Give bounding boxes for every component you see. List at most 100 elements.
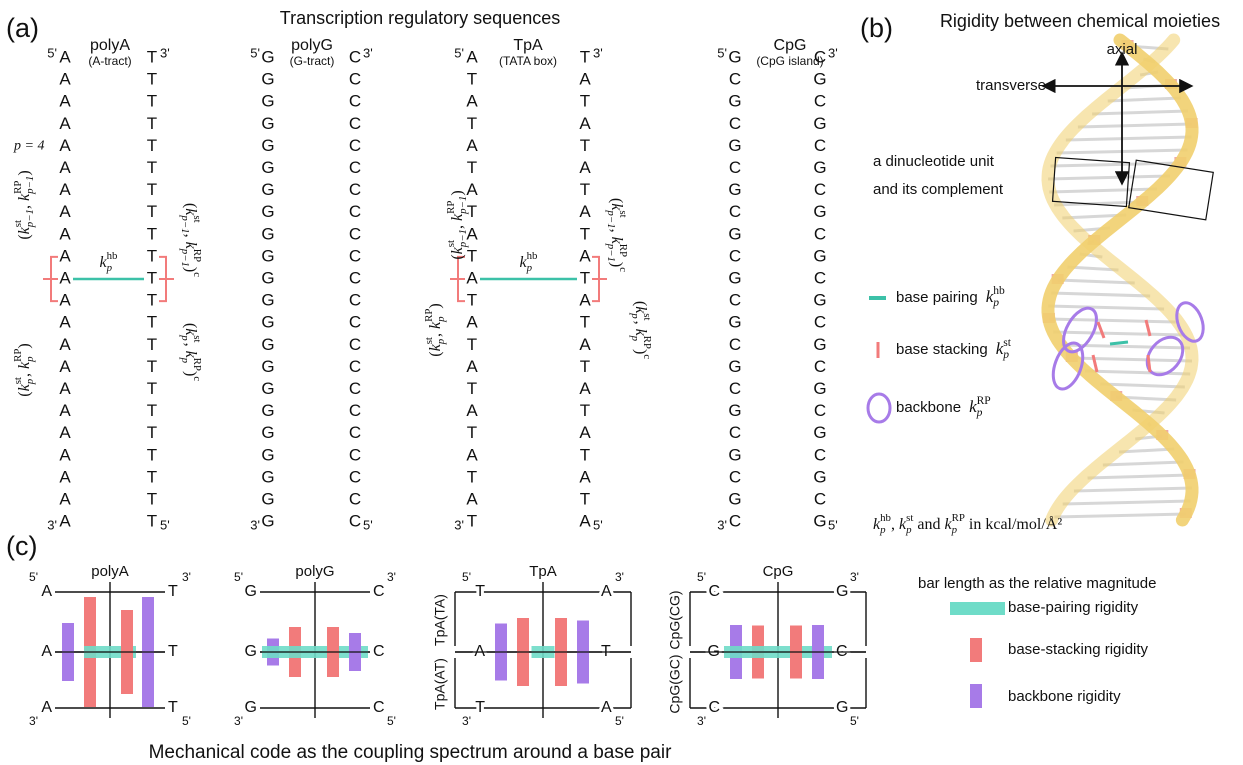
math-symbol: (	[449, 254, 466, 259]
nucleotide: A	[466, 180, 478, 199]
nucleotide: T	[147, 379, 157, 398]
nucleotide: C	[729, 70, 741, 89]
math-symbol: k	[16, 361, 33, 369]
nucleotide: A	[466, 489, 478, 508]
strand-end: 3'	[850, 570, 859, 584]
nucleotide: C	[349, 445, 361, 464]
nucleotide: T	[580, 357, 590, 376]
nucleotide: T	[467, 379, 477, 398]
superscript: RP	[977, 394, 991, 407]
nucleotide: G	[261, 489, 274, 508]
bracket	[50, 255, 58, 280]
superscript: RP	[423, 309, 435, 322]
pairing-dash	[1109, 340, 1129, 346]
nucleotide: A	[59, 224, 71, 243]
dinucleotide-box	[1128, 159, 1214, 221]
base-rung	[1085, 369, 1191, 376]
superscript: RP	[12, 349, 24, 362]
math-label: (kp−1st, kp−1RP)c	[606, 198, 630, 272]
superscript: hb	[527, 250, 538, 262]
superscript: c	[618, 267, 630, 272]
unit-label: and its complement	[873, 181, 1004, 198]
nucleotide: C	[708, 699, 720, 716]
math-symbol: )	[182, 267, 199, 272]
nucleotide: A	[59, 512, 71, 531]
subscript: p	[630, 335, 642, 342]
superscript: st	[423, 337, 435, 344]
nucleotide: C	[729, 114, 741, 133]
nucleotide: T	[467, 114, 477, 133]
math-symbol: k	[608, 237, 625, 245]
base-rung	[1087, 473, 1190, 480]
sequence-subtitle: (A-tract)	[88, 54, 131, 68]
nucleotide: T	[147, 114, 157, 133]
subscript: p	[630, 312, 642, 319]
math-symbol: k	[182, 208, 199, 216]
subscript: p−1	[457, 229, 469, 248]
base-rung	[1107, 96, 1182, 103]
nucleotide: A	[41, 699, 52, 716]
nucleotide: A	[579, 158, 591, 177]
strand-end: 5'	[850, 714, 859, 728]
nucleotide: T	[147, 70, 157, 89]
nucleotide: A	[59, 158, 71, 177]
nucleotide: C	[814, 357, 826, 376]
nucleotide: C	[349, 357, 361, 376]
math-symbol: k	[632, 329, 649, 337]
sequence-name: CpG	[774, 37, 807, 54]
strand-end: 3'	[593, 45, 603, 60]
nucleotide: T	[467, 246, 477, 265]
nucleotide: C	[373, 643, 385, 660]
nucleotide: T	[147, 180, 157, 199]
nucleotide: T	[147, 467, 157, 486]
nucleotide: A	[579, 467, 591, 486]
superscript: st	[12, 220, 24, 227]
nucleotide: G	[261, 114, 274, 133]
nucleotide: G	[245, 583, 257, 600]
superscript: RP	[12, 181, 24, 194]
nucleotide: T	[475, 699, 485, 716]
legend-entry: base pairing kphb	[896, 284, 1005, 309]
nucleotide: G	[728, 47, 741, 66]
math-symbol: )	[449, 190, 466, 195]
math-label: (kp−1st, kp−1RP)	[445, 190, 469, 259]
nucleotide: T	[467, 291, 477, 310]
nucleotide: C	[729, 467, 741, 486]
base-rung	[1049, 187, 1158, 194]
nucleotide: C	[349, 401, 361, 420]
legend-text: backbone	[896, 399, 961, 416]
strand-end: 3'	[462, 714, 471, 728]
base-rung	[1057, 278, 1135, 285]
nucleotide: T	[147, 291, 157, 310]
base-rung	[1073, 486, 1192, 493]
nucleotide: G	[836, 699, 848, 716]
panel-label: (c)	[6, 531, 37, 561]
nucleotide: T	[580, 401, 590, 420]
strand-end: 5'	[697, 570, 706, 584]
nucleotide: C	[349, 114, 361, 133]
nucleotide: C	[814, 445, 826, 464]
nucleotide: T	[168, 583, 178, 600]
legend-swatch	[970, 638, 982, 662]
nucleotide: C	[349, 202, 361, 221]
strand-end: 3'	[387, 570, 396, 584]
nucleotide: G	[728, 136, 741, 155]
nucleotide: C	[729, 379, 741, 398]
stacking-dash	[1144, 319, 1152, 337]
nucleotide: G	[813, 291, 826, 310]
position-label: p = 4	[13, 139, 44, 154]
nucleotide: A	[579, 202, 591, 221]
nucleotide: T	[580, 92, 590, 111]
base-rung	[1092, 109, 1189, 116]
math-symbol: )	[427, 303, 444, 308]
nucleotide: A	[466, 47, 478, 66]
subscript: p	[24, 356, 36, 363]
superscript: hb	[880, 512, 891, 524]
strand-end: 5'	[462, 570, 471, 584]
nucleotide: T	[147, 512, 157, 531]
nucleotide: G	[813, 114, 826, 133]
bracket	[50, 278, 58, 303]
nucleotide: T	[147, 47, 157, 66]
subscript: p	[180, 357, 192, 364]
